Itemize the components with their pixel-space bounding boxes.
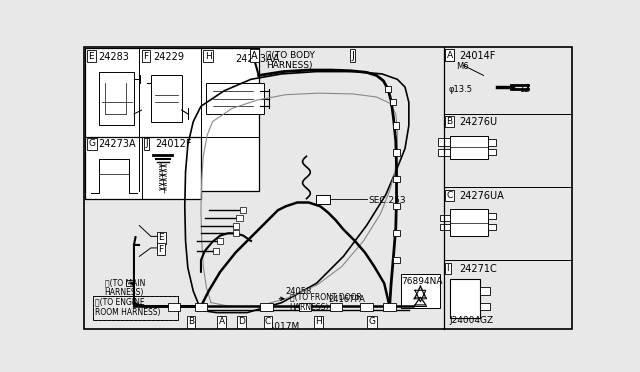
Bar <box>401 274 440 308</box>
Text: I: I <box>447 264 449 273</box>
Polygon shape <box>415 290 426 302</box>
Text: B: B <box>188 317 194 326</box>
Text: A: A <box>447 51 452 60</box>
Text: G: G <box>369 317 376 326</box>
Text: A: A <box>447 51 452 60</box>
Bar <box>151 76 182 122</box>
Text: 24017M: 24017M <box>264 322 300 331</box>
Bar <box>195 303 207 311</box>
Bar <box>126 280 134 286</box>
Bar <box>213 248 220 254</box>
Text: J: J <box>351 51 354 61</box>
Bar <box>385 86 391 92</box>
Text: 24271C: 24271C <box>459 264 497 274</box>
Text: F: F <box>143 52 148 61</box>
Bar <box>383 303 396 311</box>
Bar <box>232 222 239 229</box>
Text: G: G <box>88 140 95 148</box>
Text: H: H <box>205 52 212 61</box>
Bar <box>450 279 481 318</box>
Text: 24276U: 24276U <box>459 117 497 127</box>
Bar <box>299 303 311 311</box>
Bar <box>260 303 273 311</box>
Text: 24014F: 24014F <box>459 51 495 61</box>
Text: 24229: 24229 <box>153 52 184 62</box>
Text: E: E <box>88 52 94 61</box>
Text: B: B <box>447 117 452 126</box>
Bar <box>440 215 450 221</box>
Bar <box>438 138 450 145</box>
Text: 24273AA: 24273AA <box>236 54 280 64</box>
Text: E: E <box>159 233 164 242</box>
Bar <box>488 140 496 145</box>
Bar <box>86 137 201 199</box>
Bar <box>481 287 490 295</box>
Bar <box>206 83 264 114</box>
Text: J: J <box>145 140 148 148</box>
Text: C: C <box>447 191 453 200</box>
Text: M6: M6 <box>456 62 469 71</box>
Bar <box>236 215 243 221</box>
Bar <box>488 148 496 155</box>
Bar <box>488 212 496 219</box>
Text: Ⓐ(TO FRONT DOOR
HARNESS): Ⓐ(TO FRONT DOOR HARNESS) <box>289 293 362 312</box>
Text: F: F <box>159 245 164 254</box>
Bar <box>232 230 239 236</box>
Bar <box>240 207 246 213</box>
Bar <box>488 224 496 230</box>
Text: Ⓒ(TO BODY
HARNESS): Ⓒ(TO BODY HARNESS) <box>266 51 316 70</box>
Bar <box>86 48 259 191</box>
Bar <box>390 99 396 106</box>
Text: C: C <box>265 317 271 326</box>
Polygon shape <box>415 286 426 298</box>
Text: 24273A: 24273A <box>99 140 136 149</box>
Bar <box>93 296 178 320</box>
Text: 24283: 24283 <box>99 52 129 62</box>
Bar <box>394 150 399 155</box>
Text: SEC.253: SEC.253 <box>368 196 406 205</box>
Bar <box>394 203 399 209</box>
Bar <box>316 195 330 204</box>
Bar <box>93 296 178 320</box>
Bar <box>450 209 488 235</box>
Bar <box>360 303 372 311</box>
Text: 12: 12 <box>519 85 529 94</box>
Bar <box>438 148 450 156</box>
Text: D: D <box>238 317 244 326</box>
Text: 24012F: 24012F <box>156 140 192 149</box>
Bar <box>330 303 342 311</box>
Text: 24058: 24058 <box>285 287 312 296</box>
Text: 24167PA: 24167PA <box>328 295 365 304</box>
Text: Ⓐ(TO MAIN
HARNESS): Ⓐ(TO MAIN HARNESS) <box>105 278 145 297</box>
Bar <box>168 303 180 311</box>
Text: 76894NA: 76894NA <box>401 277 443 286</box>
Bar <box>217 238 223 244</box>
Text: Ⓐ(TO ENGINE
ROOM HARNESS): Ⓐ(TO ENGINE ROOM HARNESS) <box>95 297 161 317</box>
Text: J24004GZ: J24004GZ <box>450 316 494 325</box>
Text: H: H <box>315 317 322 326</box>
Text: A: A <box>251 51 258 61</box>
Bar <box>450 135 488 158</box>
Bar <box>394 257 399 263</box>
Polygon shape <box>415 297 426 305</box>
Text: φ13.5: φ13.5 <box>448 85 472 94</box>
Text: 24276UA: 24276UA <box>459 191 504 201</box>
Bar <box>481 302 490 310</box>
Bar <box>394 176 399 183</box>
Bar <box>394 230 399 236</box>
Bar <box>393 122 399 129</box>
Bar <box>440 224 450 230</box>
Text: A: A <box>219 317 225 326</box>
